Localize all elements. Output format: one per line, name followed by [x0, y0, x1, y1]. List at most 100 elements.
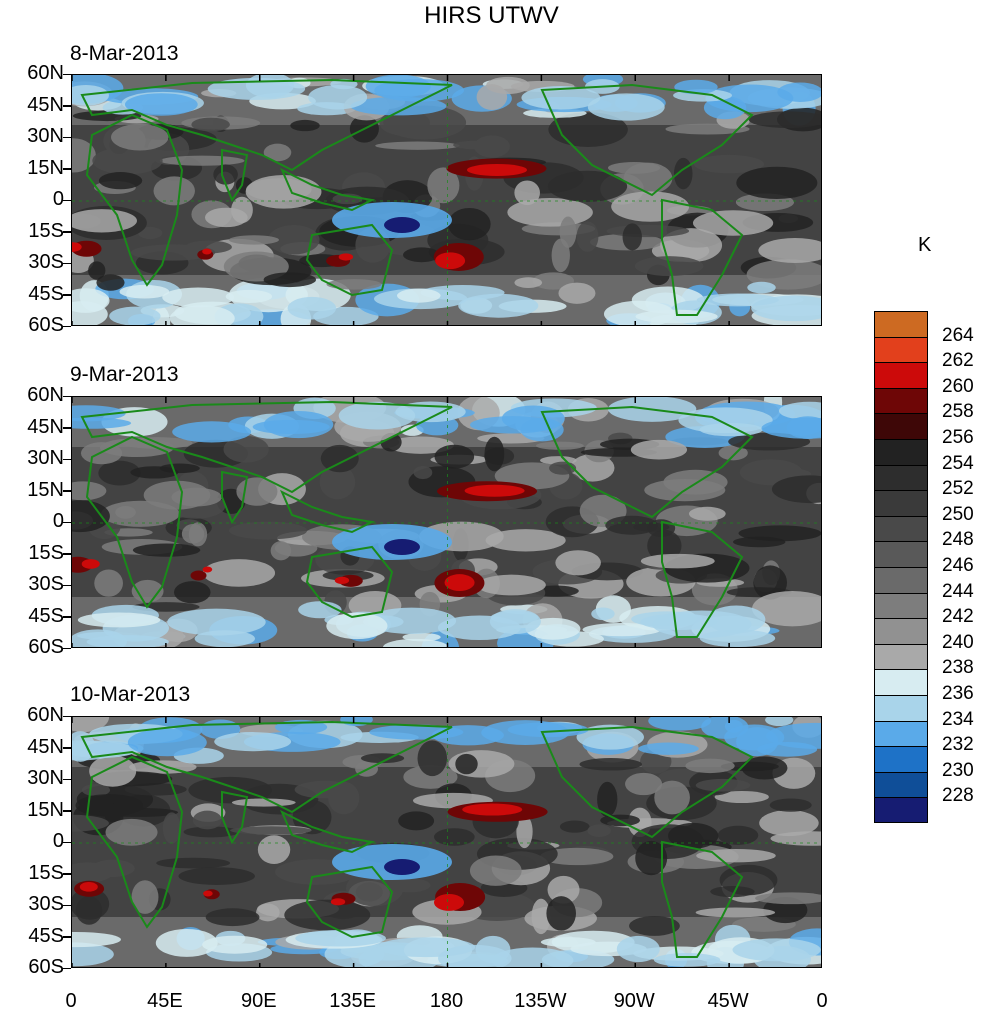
- colorbar-box: [874, 336, 928, 363]
- field-blob: [611, 191, 690, 222]
- field-blob: [521, 86, 601, 110]
- field-blob: [174, 581, 211, 604]
- field-blob: [155, 928, 218, 957]
- field-blob: [72, 942, 114, 967]
- field-blob: [647, 529, 682, 562]
- lat-tick: [63, 810, 71, 812]
- field-blob: [156, 857, 231, 869]
- field-blob: [365, 75, 431, 99]
- panel-3-field: [72, 717, 821, 967]
- field-blob: [616, 935, 660, 963]
- field-blob: [640, 553, 715, 569]
- field-blob: [89, 755, 137, 787]
- field-blob: [284, 899, 371, 931]
- field-blob: [597, 781, 618, 817]
- field-blob: [516, 815, 533, 849]
- field-blob: [202, 935, 268, 954]
- lat-tick-label: 45N: [27, 735, 64, 758]
- lat-tick: [63, 262, 71, 264]
- panel-3-map: [71, 716, 822, 968]
- field-moist-core: [464, 484, 525, 497]
- field-moist-core: [444, 574, 475, 591]
- field-blob: [733, 536, 786, 548]
- field-blob: [558, 282, 596, 304]
- field-blob: [579, 758, 642, 771]
- colorbar-box: [874, 669, 928, 695]
- field-blob: [159, 155, 245, 166]
- field-blob: [319, 465, 356, 500]
- field-blob: [183, 826, 239, 838]
- field-blob: [124, 93, 198, 116]
- field-blob: [587, 93, 665, 121]
- field-blob: [92, 147, 163, 175]
- field-blob: [167, 608, 266, 636]
- coastline: [80, 400, 453, 494]
- coastline: [661, 198, 744, 316]
- field-blob: [540, 847, 614, 866]
- field-blob: [695, 907, 776, 918]
- lat-tick: [63, 73, 71, 75]
- field-blob: [88, 261, 106, 280]
- field-blob: [692, 210, 774, 236]
- lat-tick: [63, 458, 71, 460]
- field-blob: [290, 119, 320, 132]
- colorbar-box: [874, 311, 928, 337]
- lat-tick-label: 30S: [28, 251, 64, 273]
- lat-tick-label: 45S: [28, 282, 64, 305]
- lat-tick: [63, 873, 71, 875]
- field-blob: [263, 143, 292, 162]
- lat-tick-label: 45S: [28, 604, 64, 627]
- lat-tick: [63, 841, 71, 843]
- lat-tick-label: 15S: [28, 219, 64, 242]
- lat-tick: [63, 168, 71, 170]
- field-blob: [778, 401, 821, 421]
- colorbar-level-label: 242: [942, 606, 974, 628]
- colorbar-box: [874, 720, 928, 747]
- field-blob: [638, 742, 699, 755]
- field-blob: [72, 931, 121, 948]
- field-blob: [491, 947, 574, 967]
- colorbar-box: [874, 490, 928, 516]
- lat-tick-label: 60S: [28, 636, 64, 658]
- colorbar-box: [874, 515, 928, 542]
- lat-tick-label: 45N: [27, 93, 64, 116]
- field-blob: [320, 444, 359, 473]
- field-blob: [98, 172, 143, 190]
- field-blob: [328, 781, 360, 815]
- lon-tick-label: 45E: [147, 990, 183, 1012]
- lon-tick-label: 45W: [707, 990, 749, 1012]
- lat-tick: [63, 747, 71, 749]
- field-blob: [719, 864, 778, 896]
- colorbar-level-label: 262: [942, 350, 974, 372]
- colorbar-level-label: 240: [942, 631, 974, 653]
- colorbar-level-label: 260: [942, 375, 974, 397]
- field-blob: [326, 612, 388, 640]
- field-blob: [485, 529, 566, 552]
- lon-tick-label: 135E: [329, 990, 376, 1012]
- field-moist-core: [203, 890, 213, 897]
- colorbar-box: [874, 464, 928, 491]
- field-blob: [403, 247, 441, 263]
- field-blob: [514, 180, 540, 206]
- panel-1-date: 8-Mar-2013: [70, 42, 179, 65]
- field-blob: [427, 167, 460, 204]
- lat-tick-label: 60N: [27, 384, 64, 406]
- field-blob: [753, 565, 788, 600]
- field-blob: [72, 288, 110, 313]
- field-blob: [72, 500, 110, 533]
- field-blob: [192, 810, 222, 830]
- field-blob: [476, 84, 508, 111]
- field-blob: [326, 279, 382, 290]
- field-blob: [559, 216, 577, 248]
- field-blob: [648, 717, 712, 731]
- field-blob: [77, 612, 161, 628]
- colorbar-level-label: 256: [942, 427, 974, 448]
- colorbar-level-label: 230: [942, 759, 974, 781]
- field-blob: [338, 401, 416, 430]
- field-blob: [205, 908, 260, 927]
- coastline: [279, 167, 376, 212]
- field-blob: [484, 436, 505, 472]
- lat-tick: [63, 647, 71, 649]
- field-blob: [72, 481, 107, 501]
- field-blob: [172, 421, 252, 443]
